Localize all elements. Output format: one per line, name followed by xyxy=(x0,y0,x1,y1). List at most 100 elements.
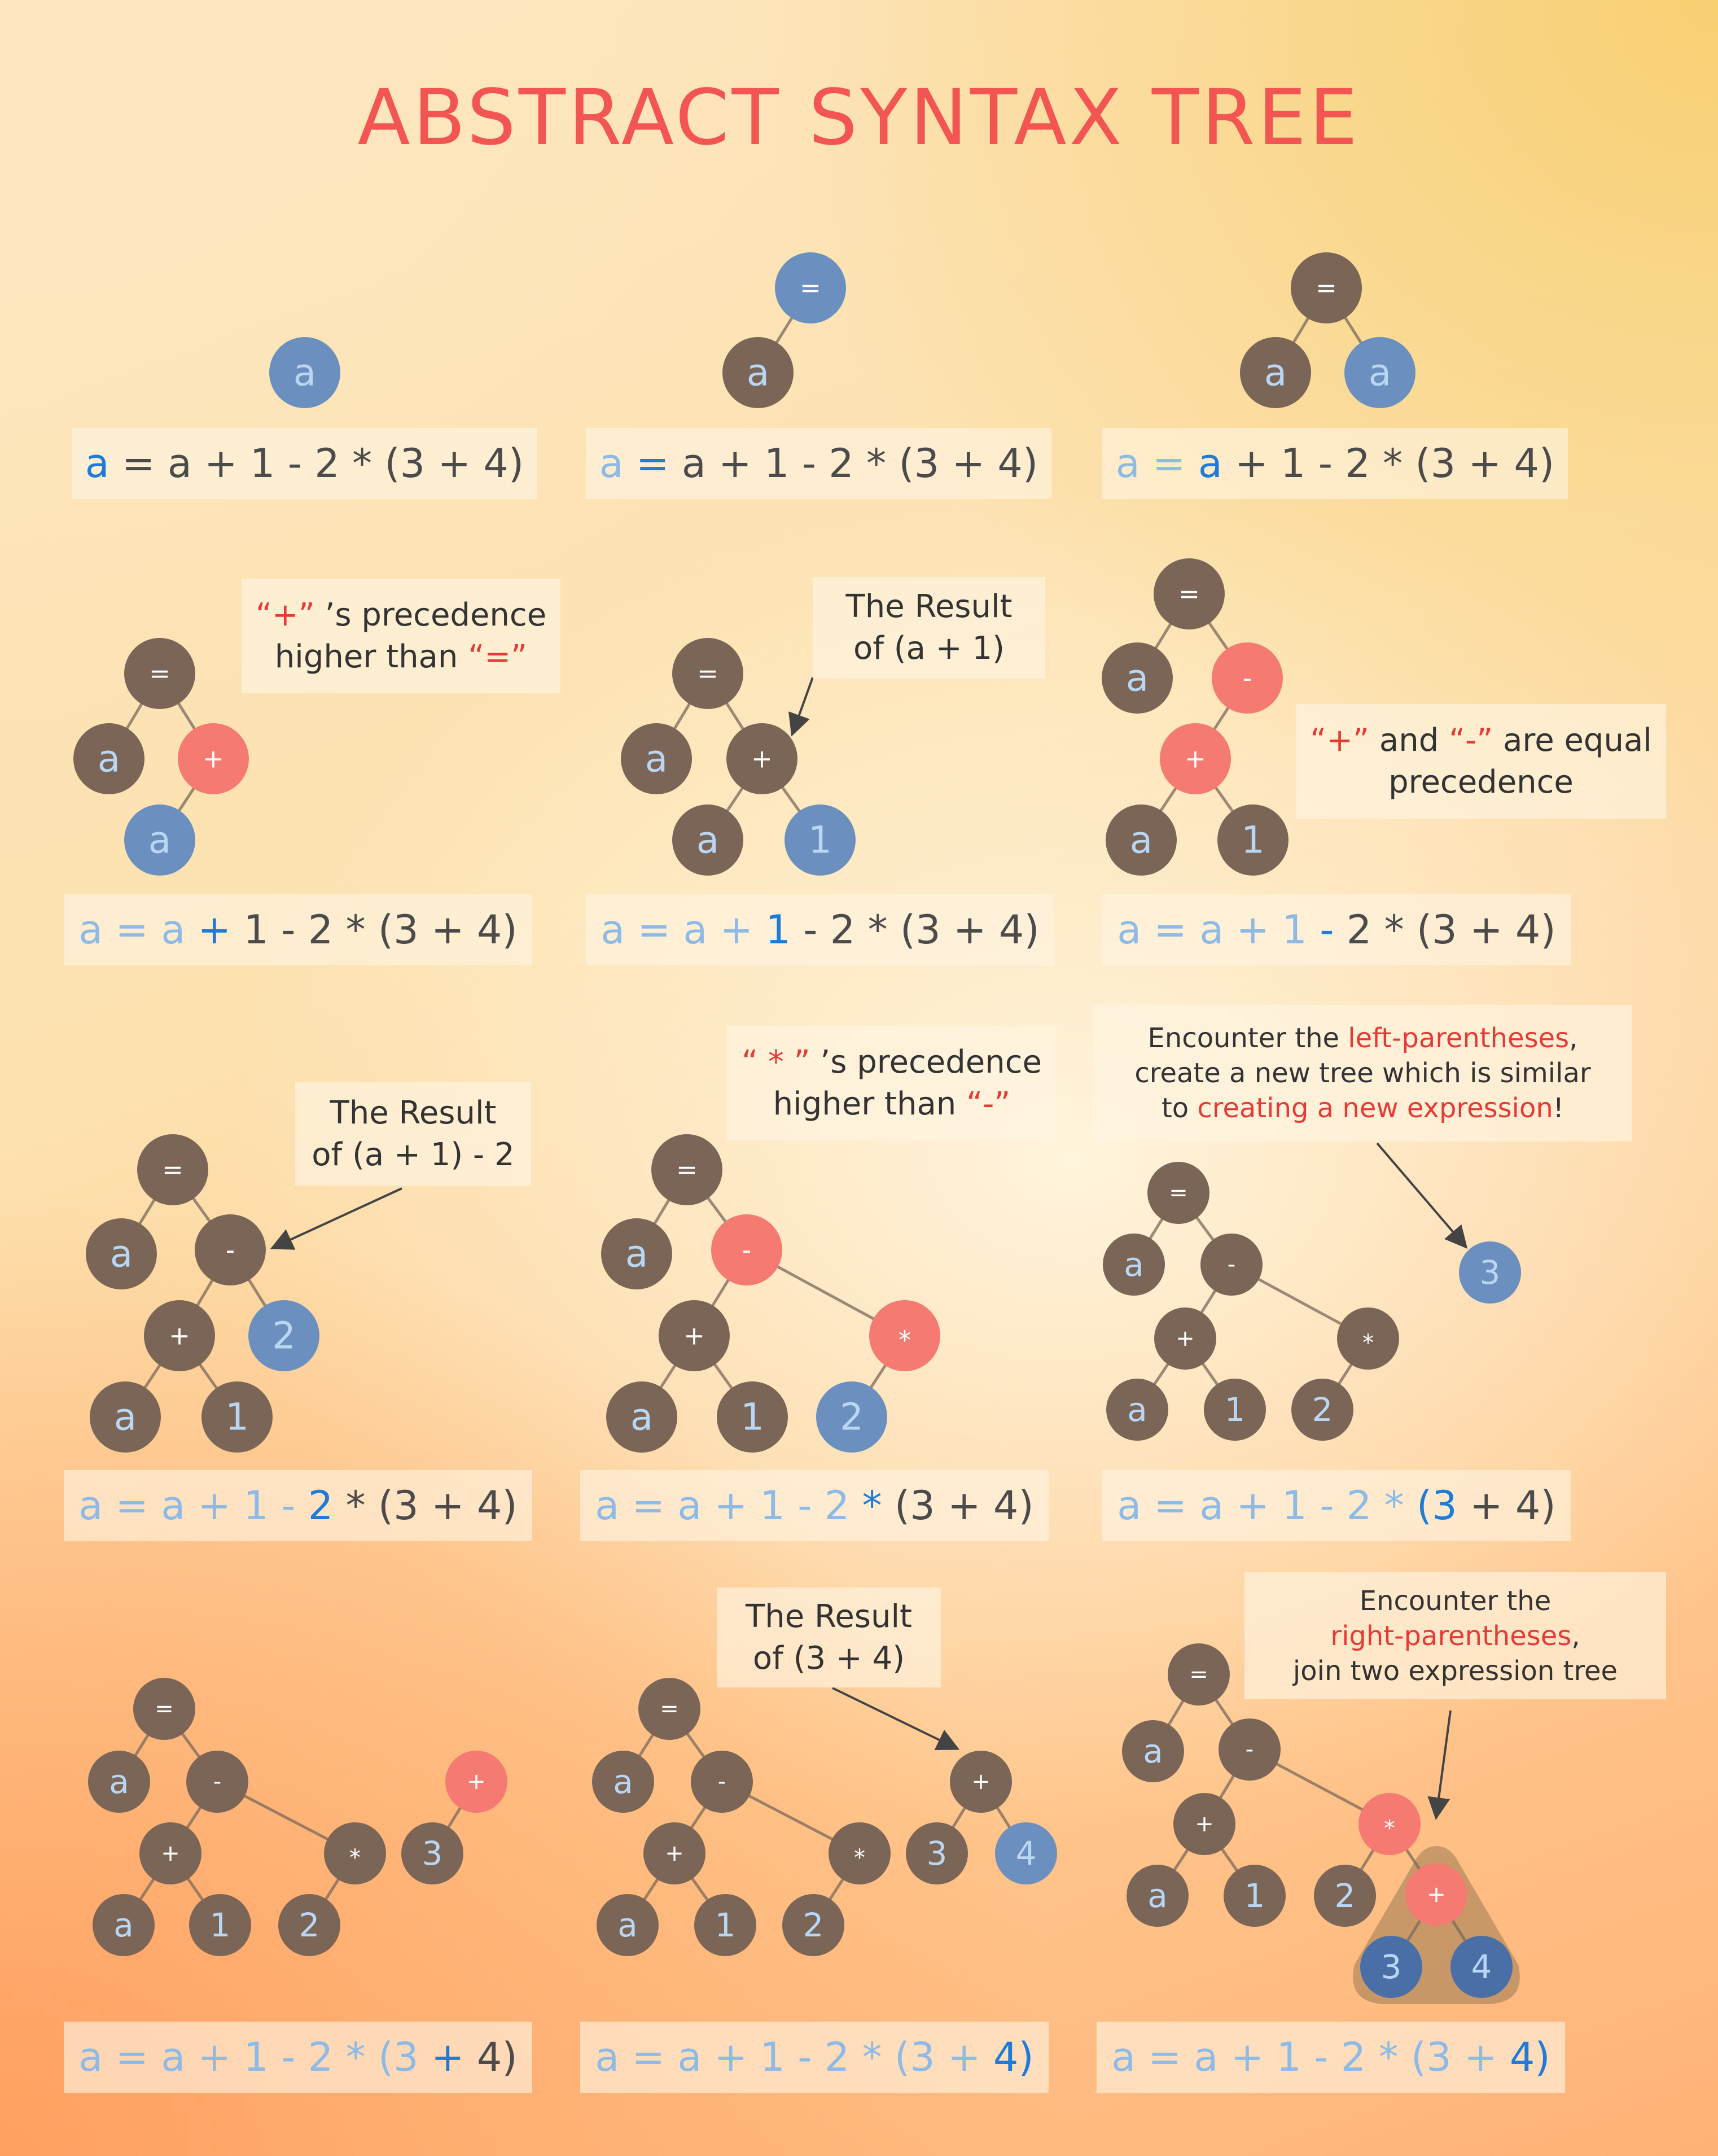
tree-node: 1 xyxy=(189,1894,251,1956)
expression-token: = xyxy=(632,2034,665,2080)
tree-node: a xyxy=(1240,337,1311,408)
annotation-note: The Result of (a + 1) xyxy=(813,577,1045,679)
tree-node: + xyxy=(726,723,797,794)
expression-token: + xyxy=(431,2034,464,2080)
expression-token: (3 xyxy=(1415,440,1456,487)
tree-node: + xyxy=(1160,723,1231,794)
tree-node-label: + xyxy=(1427,1882,1446,1908)
tree-node-label: + xyxy=(665,1840,684,1866)
note-highlight-text: “+” xyxy=(1310,721,1370,759)
expression-token: + xyxy=(1236,1482,1270,1529)
tree-node-label: + xyxy=(1176,1326,1195,1352)
tree-node-label: + xyxy=(1195,1811,1214,1837)
tree-node: a xyxy=(90,1381,161,1453)
expression-token: 1 xyxy=(243,907,269,953)
tree-node-label: 1 xyxy=(740,1396,764,1439)
tree-node: + xyxy=(659,1300,730,1371)
tree-node: a xyxy=(73,723,144,794)
tree-node-label: 2 xyxy=(803,1906,824,1944)
tree-node-label: 2 xyxy=(1335,1877,1356,1915)
note-line: “+” ’s precedence xyxy=(242,594,560,636)
tree-node-label: - xyxy=(213,1769,221,1795)
expression-token: + xyxy=(1463,2034,1497,2080)
tree-node: + xyxy=(1154,1307,1216,1370)
tree-node-label: - xyxy=(1228,1252,1235,1278)
tree-node: + xyxy=(950,1751,1012,1813)
annotation-note: Encounter the right-parentheses, join two … xyxy=(1244,1572,1666,1699)
tree-node-label: + xyxy=(467,1769,486,1795)
tree-node: a xyxy=(124,804,195,876)
expression-token: * xyxy=(345,907,366,953)
tree-node: + xyxy=(1173,1793,1235,1855)
tree-node-label: 3 xyxy=(927,1834,948,1873)
expression-token: - xyxy=(1314,2034,1329,2080)
tree-node-label: a xyxy=(1127,1390,1147,1429)
expression-token: 2 xyxy=(829,440,854,487)
note-text: higher than xyxy=(773,1085,967,1122)
expression-token: (3 xyxy=(899,440,940,487)
tree-node-label: = xyxy=(800,273,821,303)
tree-node-label: = xyxy=(1316,273,1337,303)
expression-token: = xyxy=(636,440,669,487)
expression-token: - xyxy=(801,440,816,487)
tree-node: * xyxy=(324,1822,386,1884)
tree-node: a xyxy=(601,1218,672,1289)
tree-node: = xyxy=(1291,252,1362,323)
pointer-arrow xyxy=(832,1687,960,1750)
tree-node-label: = xyxy=(155,1696,174,1722)
tree-node: = xyxy=(1147,1162,1209,1224)
note-line: The Result xyxy=(295,1092,531,1134)
expression-token: + xyxy=(1468,440,1502,487)
tree-node-label: a xyxy=(696,819,719,862)
expression-step-11: a = a + 1 - 2 * (3 + 4) xyxy=(580,2022,1049,2093)
note-line: to creating a new expression! xyxy=(1093,1091,1632,1126)
tree-panel-7: = a - + 2 a 1 xyxy=(86,1134,319,1453)
tree-node-label: * xyxy=(899,1326,911,1355)
tree-node-label: + xyxy=(971,1769,991,1795)
tree-node-label: a xyxy=(110,1232,133,1276)
annotation-note: The Result of (3 + 4) xyxy=(717,1588,941,1687)
expression-token: 2 xyxy=(824,1482,850,1529)
expression-step-9: a = a + 1 - 2 * (3 + 4) xyxy=(1102,1470,1571,1541)
expression-token: = xyxy=(632,1482,665,1529)
tree-node-label: a xyxy=(625,1232,648,1276)
tree-node-label: a xyxy=(109,1763,129,1801)
expression-step-1: a = a + 1 - 2 * (3 + 4) xyxy=(72,428,537,499)
tree-node: = xyxy=(1154,558,1225,629)
expression-token: + xyxy=(204,440,238,487)
tree-node: 2 xyxy=(278,1894,340,1956)
tree-node: - xyxy=(195,1214,266,1285)
note-line: join two expression tree xyxy=(1244,1654,1666,1689)
expression-token: + xyxy=(714,2034,748,2080)
note-text: , xyxy=(1571,1620,1580,1652)
expression-token: + xyxy=(1236,907,1270,953)
tree-node-label: * xyxy=(349,1845,361,1871)
pointer-arrow xyxy=(788,677,814,737)
expression-token: 2 xyxy=(1345,440,1370,487)
tree-node: 2 xyxy=(1314,1865,1376,1927)
expression-token: (3 xyxy=(378,907,419,953)
expression-token: a xyxy=(599,440,624,487)
note-text: are equal xyxy=(1493,721,1652,759)
note-highlight-text: “=” xyxy=(468,638,528,675)
tree-node-label: a xyxy=(113,1906,134,1944)
tree-node: a xyxy=(1106,1379,1168,1441)
expression-token: (3 xyxy=(378,2034,419,2080)
note-highlight-text: “+” xyxy=(255,596,315,633)
tree-node-label: a xyxy=(114,1396,137,1439)
expression-token: a xyxy=(1198,440,1222,487)
tree-node: 4 xyxy=(1450,1936,1513,1998)
tree-panel-11: = a - + * a 1 2 +3 4 xyxy=(592,1678,1057,1956)
expression-token: = xyxy=(1152,440,1186,487)
expression-token: (3 xyxy=(894,1482,935,1529)
tree-node-label: a xyxy=(98,737,120,781)
tree-node: 3 xyxy=(1459,1241,1521,1304)
tree-node-label: a xyxy=(613,1763,633,1801)
page-title: ABSTRACT SYNTAX TREE xyxy=(357,73,1361,163)
tree-node: 4 xyxy=(995,1822,1057,1884)
note-text: Encounter the xyxy=(1147,1022,1348,1054)
tree-node: = xyxy=(672,638,743,709)
tree-node-label: * xyxy=(1384,1816,1395,1842)
expression-token: + xyxy=(198,2034,231,2080)
